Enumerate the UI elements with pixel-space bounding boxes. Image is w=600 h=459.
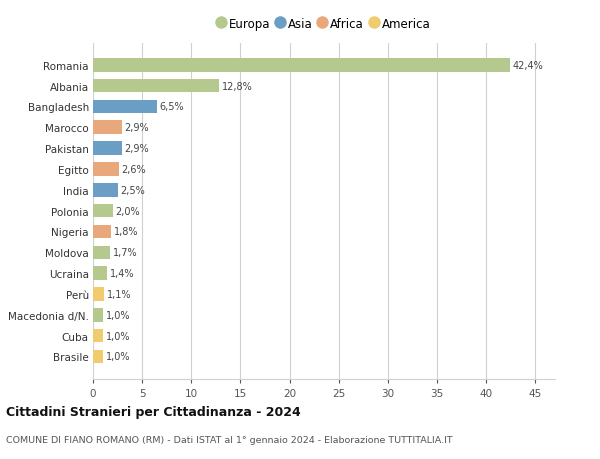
Legend: Europa, Asia, Africa, America: Europa, Asia, Africa, America (218, 18, 430, 31)
Bar (93, 329, 103, 343)
Bar (93, 204, 113, 218)
Bar (93, 101, 157, 114)
Bar (93, 308, 103, 322)
Bar (93, 246, 110, 259)
Text: 2,6%: 2,6% (122, 165, 146, 174)
Bar (93, 142, 122, 156)
Bar (93, 287, 104, 301)
Text: Cittadini Stranieri per Cittadinanza - 2024: Cittadini Stranieri per Cittadinanza - 2… (6, 405, 301, 419)
Bar (93, 184, 118, 197)
Text: 1,4%: 1,4% (110, 269, 134, 279)
Bar (93, 121, 122, 135)
Text: COMUNE DI FIANO ROMANO (RM) - Dati ISTAT al 1° gennaio 2024 - Elaborazione TUTTI: COMUNE DI FIANO ROMANO (RM) - Dati ISTAT… (6, 435, 452, 443)
Bar (93, 79, 219, 93)
Bar (93, 350, 103, 364)
Text: 1,8%: 1,8% (113, 227, 138, 237)
Text: 1,7%: 1,7% (113, 248, 137, 257)
Bar (93, 225, 110, 239)
Text: 42,4%: 42,4% (513, 61, 544, 71)
Text: 2,0%: 2,0% (116, 206, 140, 216)
Text: 2,9%: 2,9% (124, 123, 149, 133)
Text: 1,0%: 1,0% (106, 310, 130, 320)
Text: 2,9%: 2,9% (124, 144, 149, 154)
Text: 2,5%: 2,5% (121, 185, 145, 196)
Text: 12,8%: 12,8% (222, 81, 253, 91)
Text: 6,5%: 6,5% (160, 102, 184, 112)
Text: 1,0%: 1,0% (106, 331, 130, 341)
Bar (93, 267, 107, 280)
Bar (93, 59, 510, 73)
Text: 1,0%: 1,0% (106, 352, 130, 362)
Text: 1,1%: 1,1% (107, 289, 131, 299)
Bar (93, 163, 119, 176)
